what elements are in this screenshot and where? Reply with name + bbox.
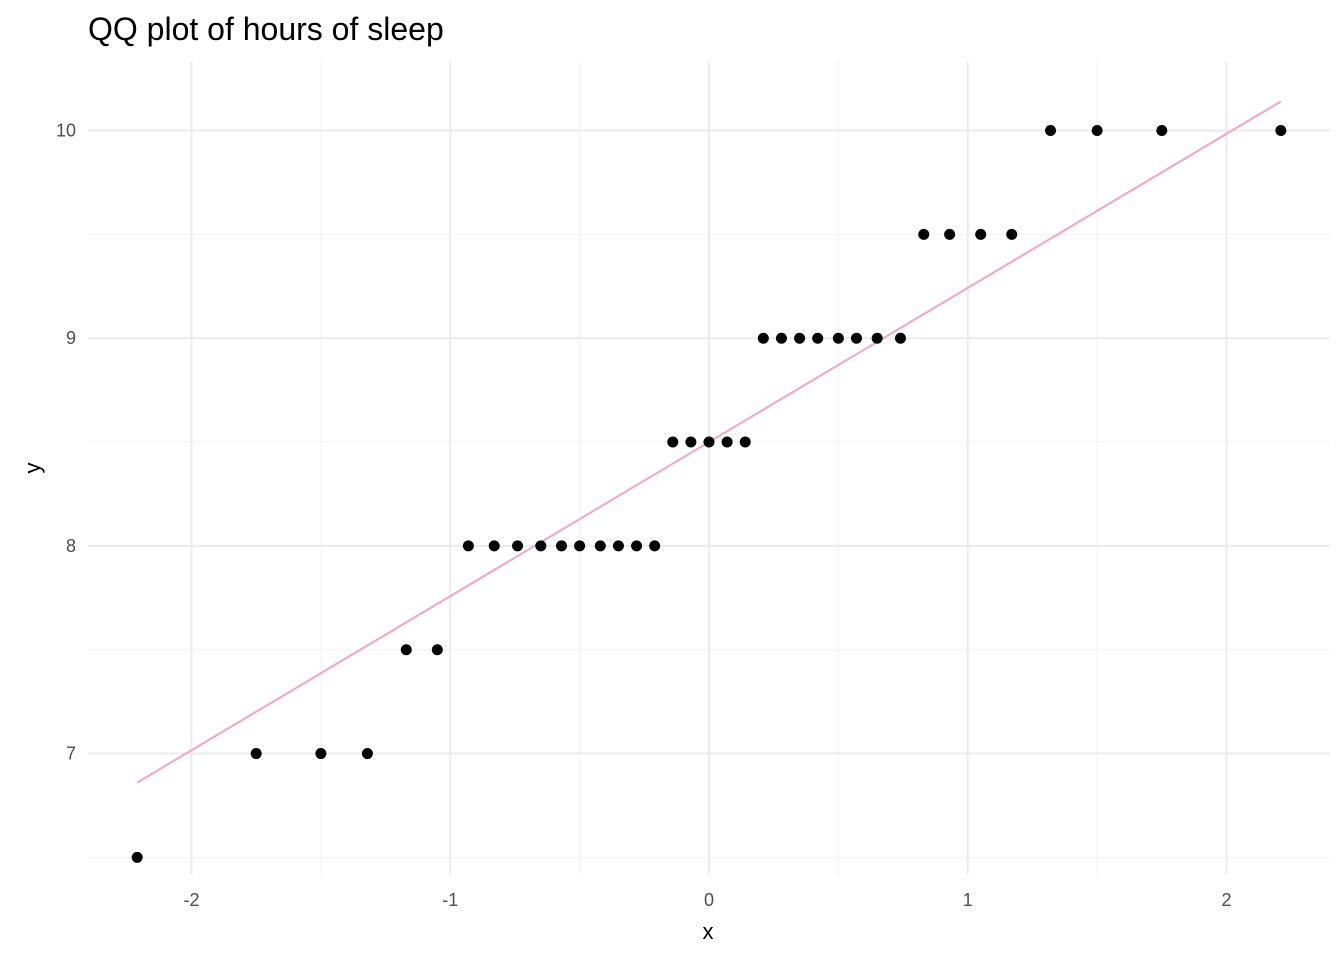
x-axis-tick-labels: -2 -1 0 1 2 — [183, 890, 1231, 910]
data-point — [361, 748, 373, 760]
chart-title: QQ plot of hours of sleep — [88, 11, 444, 47]
data-point — [488, 540, 500, 552]
data-points-layer — [131, 125, 1287, 863]
x-tick-label: 1 — [963, 890, 973, 910]
data-point — [775, 332, 787, 344]
data-point — [685, 436, 697, 448]
data-point — [721, 436, 733, 448]
y-tick-label: 8 — [66, 536, 76, 556]
data-point — [757, 332, 769, 344]
data-point — [574, 540, 586, 552]
data-point — [315, 748, 327, 760]
y-axis-tick-labels: 7 8 9 10 — [56, 121, 76, 764]
x-tick-label: -2 — [183, 890, 199, 910]
data-point — [631, 540, 643, 552]
data-point — [594, 540, 606, 552]
data-point — [812, 332, 824, 344]
data-point — [431, 644, 443, 656]
major-gridlines — [88, 62, 1330, 874]
data-point — [1006, 228, 1018, 240]
x-tick-label: 0 — [704, 890, 714, 910]
data-point — [649, 540, 661, 552]
data-point — [1275, 125, 1287, 137]
x-axis-title: x — [703, 919, 714, 944]
data-point — [975, 228, 987, 240]
data-point — [250, 748, 262, 760]
data-point — [462, 540, 474, 552]
y-tick-label: 9 — [66, 328, 76, 348]
data-point — [131, 851, 143, 863]
y-tick-label: 10 — [56, 121, 76, 141]
data-point — [918, 228, 930, 240]
x-tick-label: 2 — [1221, 890, 1231, 910]
data-point — [512, 540, 524, 552]
data-point — [667, 436, 679, 448]
data-point — [556, 540, 568, 552]
data-point — [535, 540, 547, 552]
data-point — [612, 540, 624, 552]
data-point — [832, 332, 844, 344]
data-point — [1045, 125, 1057, 137]
x-tick-label: -1 — [442, 890, 458, 910]
y-tick-label: 7 — [66, 744, 76, 764]
data-point — [400, 644, 412, 656]
data-point — [894, 332, 906, 344]
data-point — [739, 436, 751, 448]
data-point — [703, 436, 715, 448]
data-point — [944, 228, 956, 240]
data-point — [1156, 125, 1168, 137]
y-axis-title: y — [20, 463, 45, 474]
data-point — [794, 332, 806, 344]
data-point — [871, 332, 883, 344]
data-point — [1091, 125, 1103, 137]
data-point — [850, 332, 862, 344]
